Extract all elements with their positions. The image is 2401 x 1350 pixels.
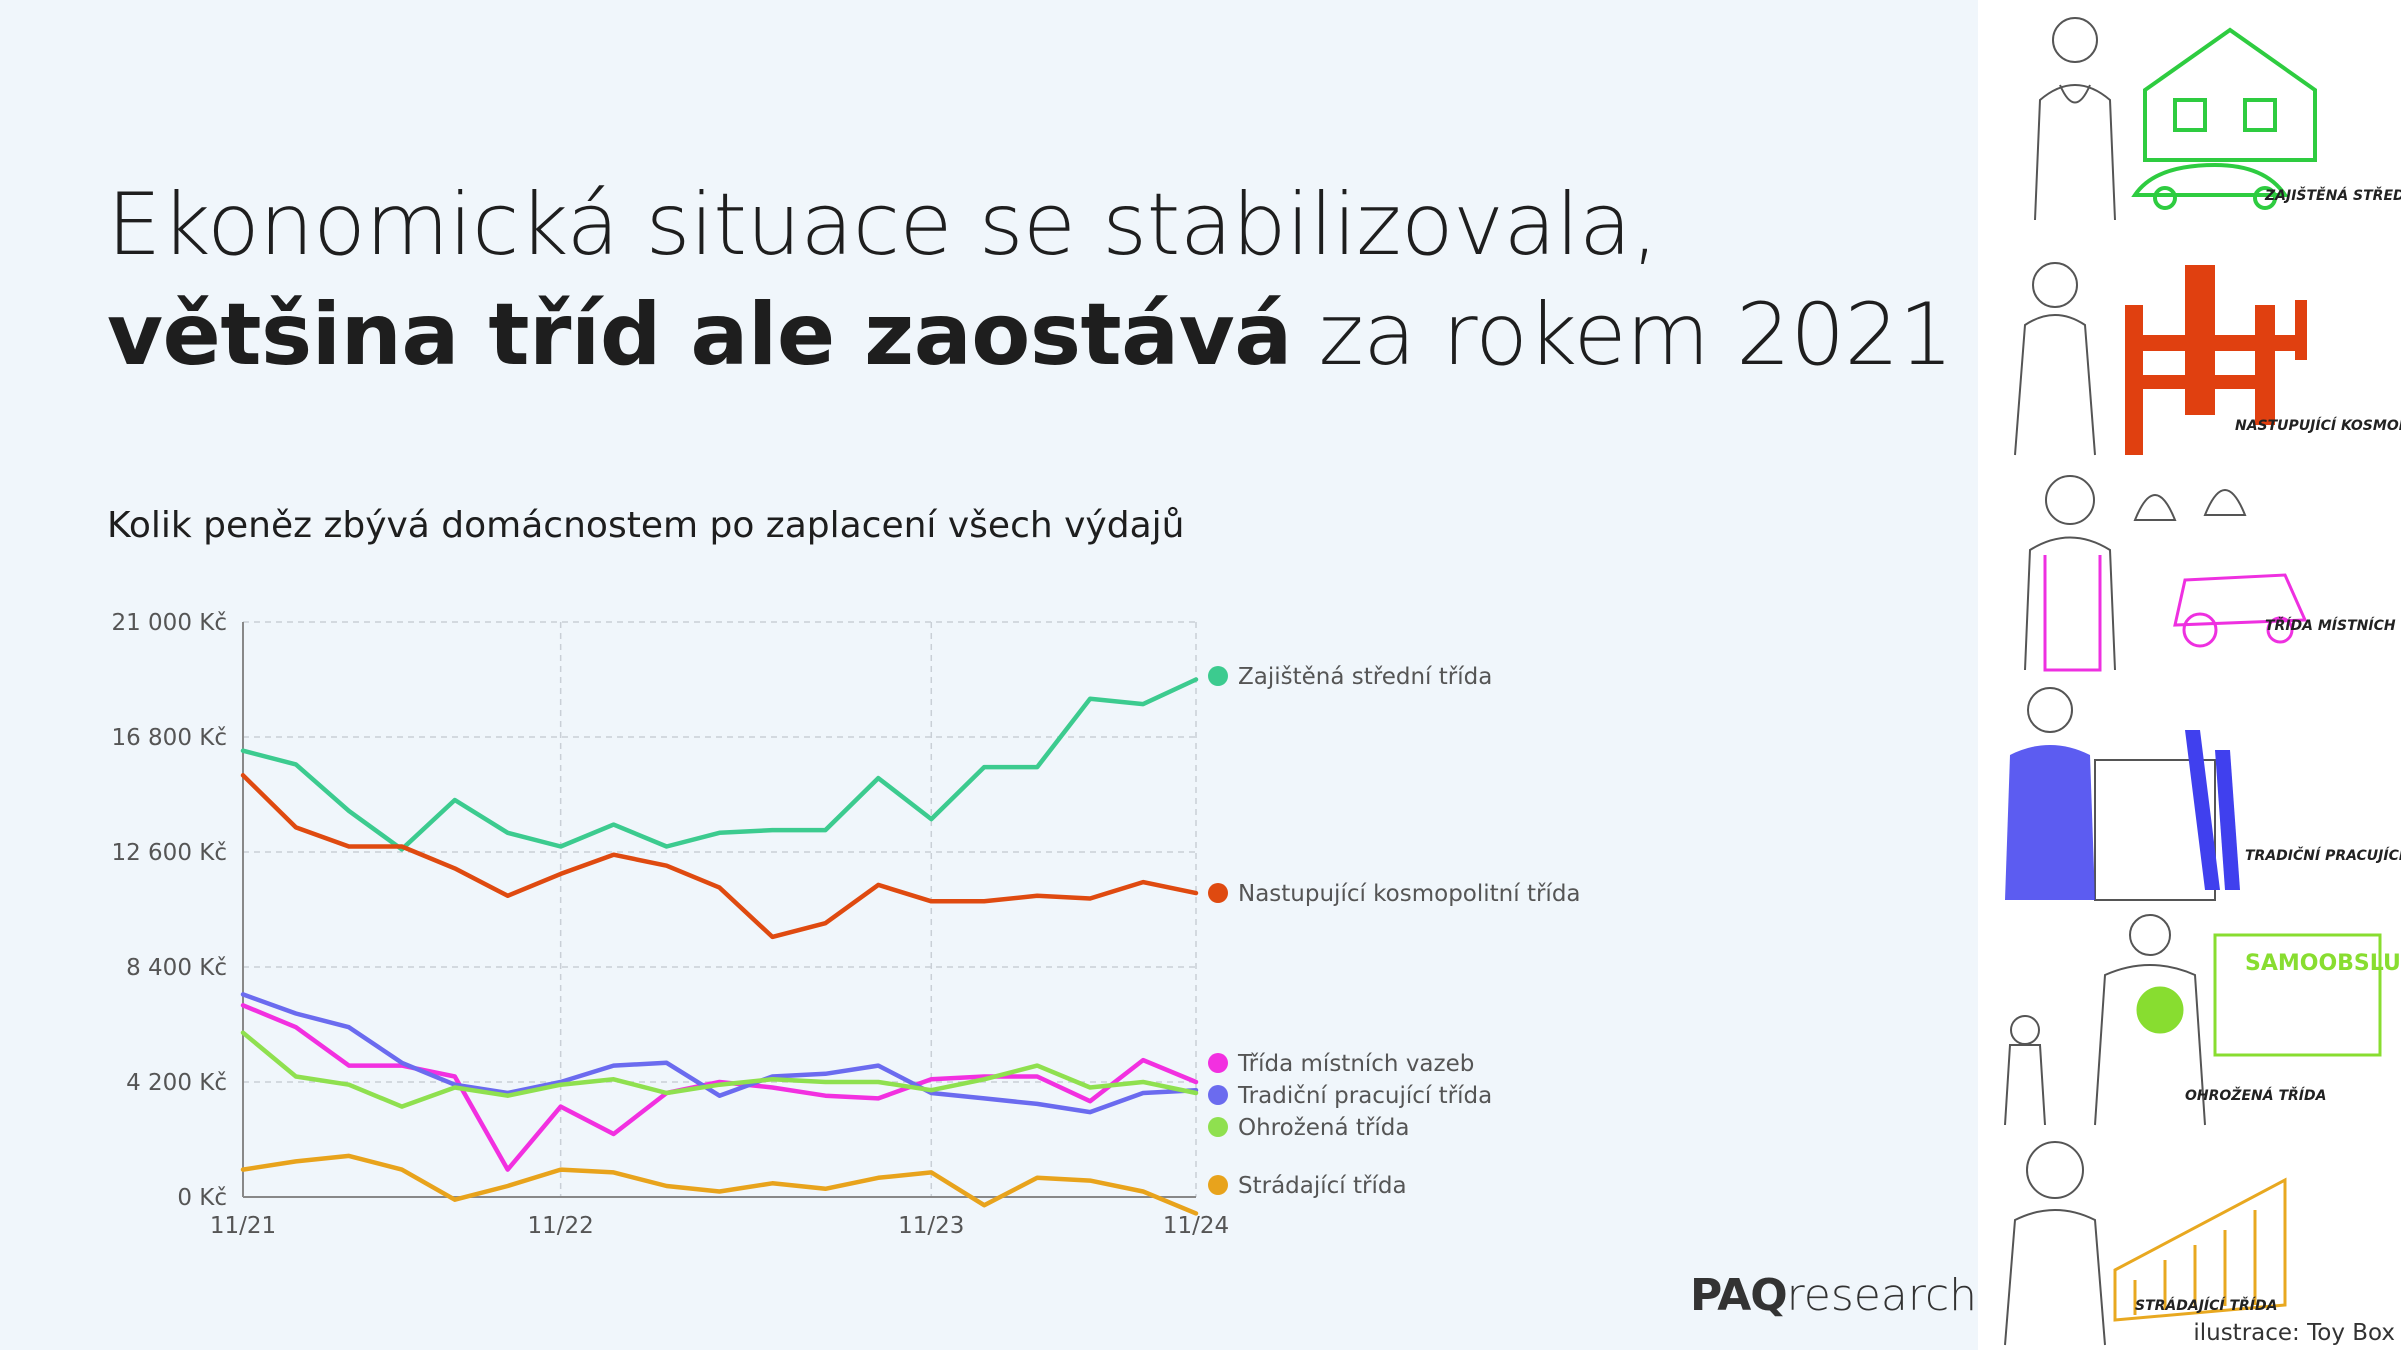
svg-text:SAMOOBSLUHA: SAMOOBSLUHA — [2245, 951, 2401, 976]
illustration-label: TRADIČNÍ PRACUJÍCÍ TŘÍDA — [2245, 846, 2401, 864]
chart-area — [0, 0, 1978, 1350]
illustration-panel — [1978, 0, 2401, 1350]
illustration-label: ZAJIŠTĚNÁ STŘEDNÍ TŘÍDA — [2264, 186, 2401, 204]
x-tick-label: 11/24 — [1163, 1213, 1229, 1239]
illustration-emerging-cosmopolitan-class: NASTUPUJÍCÍ KOSMOPOLITNÍ TŘÍDA — [2014, 262, 2401, 456]
title-line-2-bold: většina tříd ale zaostává — [107, 285, 1292, 385]
paq-research-logo: PAQresearch — [1690, 1270, 1978, 1321]
legend-marker — [1208, 666, 1228, 686]
y-tick-label: 0 Kč — [177, 1185, 227, 1211]
legend-marker — [1208, 1085, 1228, 1105]
legend-label: Tradiční pracující třída — [1237, 1083, 1492, 1109]
legend-marker — [1208, 1175, 1228, 1195]
chart-grid — [243, 621, 1197, 1197]
series-line — [240, 992, 1199, 1115]
line-chart: 0 Kč 4 200 Kč 8 400 Kč 12 600 Kč 16 800 Kč 21… — [111, 610, 1581, 1239]
chart-series — [240, 677, 1199, 1216]
series-line — [240, 1153, 1199, 1216]
page-title: Ekonomická situace se stabilizovala, vět… — [107, 170, 1953, 390]
legend-marker — [1208, 1117, 1228, 1137]
illustration-label: STRÁDAJÍCÍ TŘÍDA — [2135, 1297, 2277, 1314]
y-tick-label: 8 400 Kč — [126, 955, 227, 981]
illustration-endangered-class: SAMOOBSLUHA OHROŽENÁ TŘÍDA — [2004, 914, 2401, 1126]
illustration-struggling-class: STRÁDAJÍCÍ TŘÍDA — [2004, 1141, 2287, 1346]
legend-label: Ohrožená třída — [1238, 1115, 1409, 1141]
illustration-traditional-working-class: TRADIČNÍ PRACUJÍCÍ TŘÍDA — [2005, 687, 2401, 901]
legend-marker — [1208, 883, 1228, 903]
x-tick-label: 11/23 — [898, 1213, 964, 1239]
series-line — [240, 1003, 1199, 1172]
illustration-label: OHROŽENÁ TŘÍDA — [2185, 1087, 2326, 1104]
legend-label: Nastupující kosmopolitní třída — [1238, 881, 1581, 907]
x-tick-label: 11/21 — [210, 1213, 276, 1239]
legend-label: Strádající třída — [1238, 1173, 1407, 1199]
series-line — [240, 677, 1199, 852]
y-tick-label: 12 600 Kč — [111, 840, 227, 866]
chart-axes: 0 Kč 4 200 Kč 8 400 Kč 12 600 Kč 16 800 Kč 21… — [111, 610, 1229, 1239]
illustration-label: NASTUPUJÍCÍ KOSMOPOLITNÍ TŘÍDA — [2235, 417, 2401, 434]
series-line — [240, 1030, 1199, 1109]
illustration-secure-middle-class: ZAJIŠTĚNÁ STŘEDNÍ TŘÍDA — [2034, 17, 2401, 221]
y-tick-label: 21 000 Kč — [111, 610, 227, 636]
title-line-1: Ekonomická situace se stabilizovala, — [107, 175, 1659, 275]
x-tick-label: 11/22 — [528, 1213, 594, 1239]
illustration-local-ties-class: TŘÍDA MÍSTNÍCH VAZEB — [2024, 475, 2401, 672]
y-tick-label: 4 200 Kč — [126, 1070, 227, 1096]
illustration-credit: ilustrace: Toy Box — [2193, 1320, 2395, 1346]
legend-label: Zajištěná střední třída — [1238, 664, 1492, 690]
title-line-2-rest: za rokem 2021 — [1291, 285, 1954, 385]
chart-title: Kolik peněz zbývá domácnostem po zaplace… — [107, 505, 1185, 546]
series-line — [240, 773, 1199, 940]
y-tick-label: 16 800 Kč — [111, 725, 227, 751]
chart-legend: Zajištěná střední třída Nastupující kosmo… — [1208, 664, 1581, 1199]
legend-label: Třída místních vazeb — [1237, 1051, 1474, 1077]
legend-marker — [1208, 1053, 1228, 1073]
illustration-label: TŘÍDA MÍSTNÍCH VAZEB — [2265, 617, 2401, 634]
